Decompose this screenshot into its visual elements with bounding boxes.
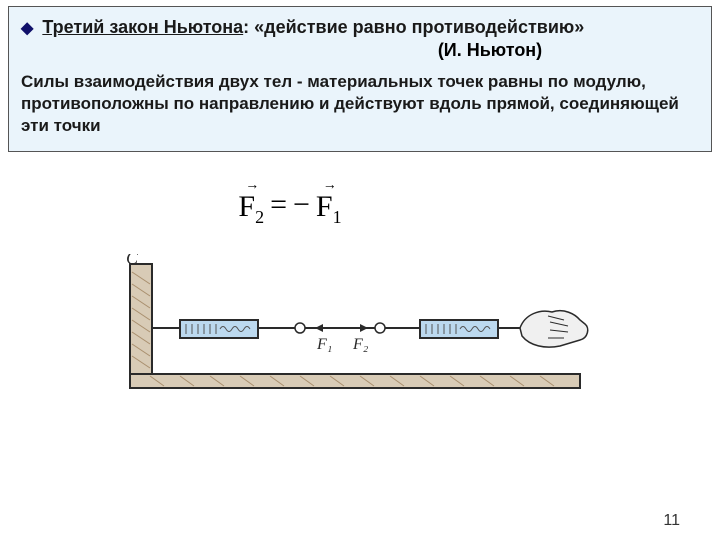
eq-minus: − <box>293 188 310 222</box>
header-box: ◆ Третий закон Ньютона: «действие равно … <box>8 6 712 152</box>
title-rest: : «действие равно противодействию» <box>243 17 584 37</box>
eq-rhs-F: F <box>316 190 333 223</box>
page-number: 11 <box>663 512 680 530</box>
eq-equal: = <box>270 188 287 222</box>
eq-rhs: → F1 <box>316 182 342 228</box>
law-body-text: Силы взаимодействия двух тел - материаль… <box>21 71 699 137</box>
hook-right <box>375 323 385 333</box>
equation: → F2 = − → F1 <box>220 182 360 228</box>
eq-rhs-sub: 1 <box>333 207 342 227</box>
hook-left <box>295 323 305 333</box>
eq-lhs-sub: 2 <box>255 207 264 227</box>
floor <box>130 374 580 388</box>
gauge-right <box>420 320 498 338</box>
hand-icon <box>520 311 588 347</box>
svg-text:F₁: F₁ <box>316 336 332 353</box>
attribution: (И. Ньютон) <box>281 40 699 61</box>
wall <box>130 264 152 374</box>
label-c: C <box>126 254 139 268</box>
gauge-left <box>180 320 258 338</box>
title-prefix: Третий закон Ньютона <box>42 17 243 37</box>
vector-arrow-icon: → <box>238 178 264 194</box>
diagram-svg: C F₁ F₂ <box>120 254 600 394</box>
bullet-diamond: ◆ <box>21 20 33 37</box>
vector-arrow-icon: → <box>316 178 342 194</box>
eq-lhs: → F2 <box>238 182 264 228</box>
svg-text:F₂: F₂ <box>352 336 369 353</box>
title-line: ◆ Третий закон Ньютона: «действие равно … <box>21 17 699 38</box>
physics-diagram: C F₁ F₂ <box>120 254 600 394</box>
eq-lhs-F: F <box>238 190 255 223</box>
